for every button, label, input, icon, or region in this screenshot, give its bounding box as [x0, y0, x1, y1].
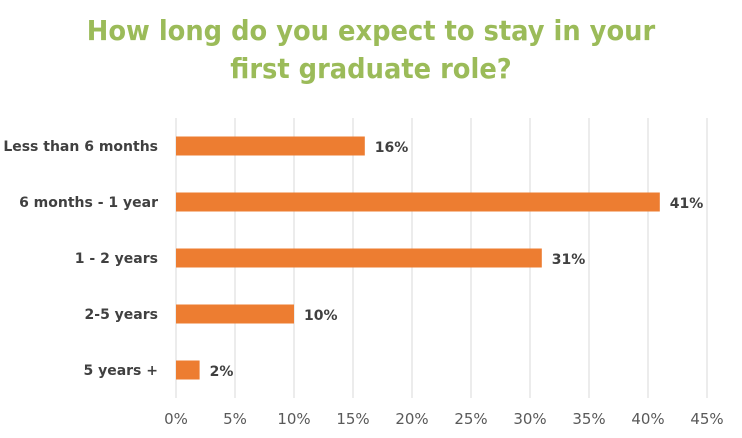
category-label: Less than 6 months [3, 139, 158, 155]
data-label: 16% [375, 140, 409, 156]
bar [176, 360, 200, 380]
category-label: 6 months - 1 year [19, 195, 158, 211]
chart-title-line-1: How long do you expect to stay in your [86, 14, 656, 47]
x-tick-label: 15% [336, 410, 369, 428]
x-tick-label: 25% [454, 410, 487, 428]
category-label: 2-5 years [85, 307, 158, 323]
data-label: 10% [304, 308, 338, 324]
x-tick-label: 20% [395, 410, 428, 428]
data-label: 2% [210, 364, 234, 380]
x-tick-label: 30% [513, 410, 546, 428]
chart-title: How long do you expect to stay in your f… [0, 12, 742, 88]
data-label: 31% [552, 252, 586, 268]
category-label: 1 - 2 years [75, 251, 158, 267]
bar [176, 192, 660, 212]
x-tick-label: 45% [690, 410, 723, 428]
x-tick-label: 0% [164, 410, 188, 428]
x-tick-label: 40% [631, 410, 664, 428]
bar [176, 304, 294, 324]
x-tick-label: 5% [223, 410, 247, 428]
bar [176, 248, 542, 268]
x-tick-label: 10% [277, 410, 310, 428]
bar [176, 136, 365, 156]
x-tick-label: 35% [572, 410, 605, 428]
data-label: 41% [670, 196, 704, 212]
category-label: 5 years + [83, 363, 158, 379]
chart-title-line-2: first graduate role? [230, 52, 512, 85]
